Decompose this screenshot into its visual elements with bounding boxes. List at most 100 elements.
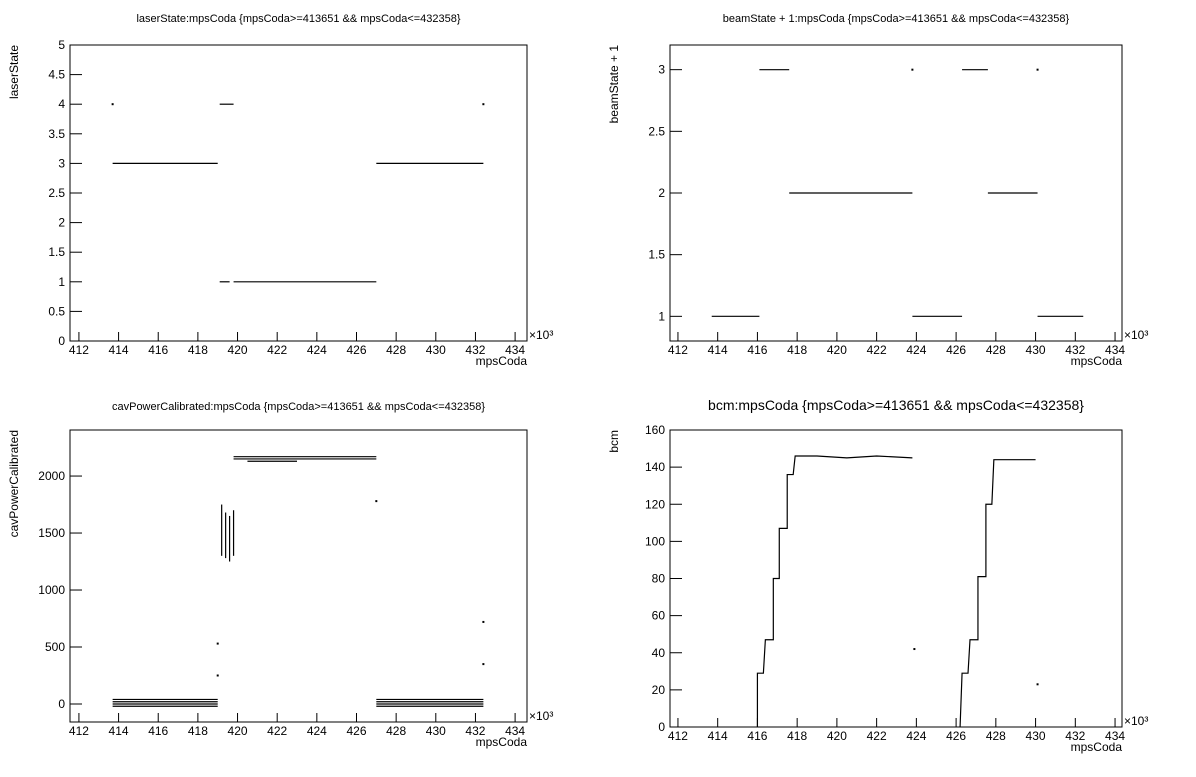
y-tick-label: 120 bbox=[645, 497, 665, 511]
y-tick-label: 2 bbox=[58, 216, 65, 230]
plot-frame bbox=[69, 44, 528, 342]
x-axis-label: mpsCoda bbox=[476, 735, 528, 749]
data-line bbox=[959, 459, 1036, 728]
data-point bbox=[911, 68, 914, 71]
data-point bbox=[1036, 683, 1039, 686]
y-tick-label: 40 bbox=[652, 646, 666, 660]
x-tick-label: 432 bbox=[465, 724, 485, 738]
data-point bbox=[111, 103, 114, 106]
x-tick-label: 416 bbox=[747, 343, 767, 357]
chart-title: cavPowerCalibrated:mpsCoda {mpsCoda>=413… bbox=[112, 401, 485, 413]
y-tick-label: 4 bbox=[58, 97, 65, 111]
y-tick-label: 140 bbox=[645, 460, 665, 474]
y-tick-label: 1500 bbox=[38, 526, 65, 540]
y-axis-label: beamState + 1 bbox=[607, 45, 621, 124]
data-point bbox=[216, 674, 219, 677]
x-tick-label: 412 bbox=[69, 724, 89, 738]
plot-frame bbox=[669, 429, 1123, 728]
x-tick-label: 422 bbox=[267, 343, 287, 357]
y-tick-label: 3.5 bbox=[48, 127, 65, 141]
x-tick-label: 422 bbox=[867, 729, 887, 743]
data-point bbox=[482, 620, 485, 623]
x-tick-label: 426 bbox=[346, 343, 366, 357]
y-tick-label: 2 bbox=[658, 186, 665, 200]
x-axis-label: mpsCoda bbox=[1071, 354, 1123, 368]
data-point bbox=[913, 648, 916, 651]
x-tick-label: 430 bbox=[1026, 729, 1046, 743]
y-tick-label: 0 bbox=[58, 334, 65, 348]
y-axis-label: laserState bbox=[7, 45, 21, 99]
y-tick-label: 1 bbox=[658, 309, 665, 323]
y-tick-label: 0.5 bbox=[48, 304, 65, 318]
x-tick-label: 422 bbox=[267, 724, 287, 738]
x-tick-label: 424 bbox=[906, 729, 926, 743]
x-tick-label: 412 bbox=[668, 343, 688, 357]
x-tick-label: 424 bbox=[307, 343, 327, 357]
x-tick-label: 434 bbox=[1105, 343, 1125, 357]
y-tick-label: 1000 bbox=[38, 583, 65, 597]
data-point bbox=[482, 103, 485, 106]
x-tick-label: 414 bbox=[109, 724, 129, 738]
x-tick-label: 428 bbox=[986, 343, 1006, 357]
y-tick-label: 80 bbox=[652, 572, 666, 586]
x-multiplier: ×10³ bbox=[529, 328, 553, 342]
x-tick-label: 426 bbox=[946, 729, 966, 743]
y-tick-label: 3 bbox=[58, 156, 65, 170]
x-tick-label: 428 bbox=[386, 343, 406, 357]
x-tick-label: 412 bbox=[69, 343, 89, 357]
x-tick-label: 434 bbox=[1105, 729, 1125, 743]
y-tick-label: 1.5 bbox=[48, 245, 65, 259]
x-tick-label: 416 bbox=[148, 724, 168, 738]
chart-title: laserState:mpsCoda {mpsCoda>=413651 && m… bbox=[136, 13, 460, 25]
data-line bbox=[756, 455, 913, 727]
x-tick-label: 418 bbox=[787, 729, 807, 743]
x-tick-label: 428 bbox=[986, 729, 1006, 743]
y-tick-label: 100 bbox=[645, 534, 665, 548]
y-tick-label: 2.5 bbox=[48, 186, 65, 200]
data-point bbox=[216, 642, 219, 645]
x-tick-label: 430 bbox=[426, 724, 446, 738]
x-tick-label: 418 bbox=[188, 343, 208, 357]
y-tick-label: 1.5 bbox=[648, 248, 665, 262]
y-tick-label: 160 bbox=[645, 423, 665, 437]
x-tick-label: 420 bbox=[827, 729, 847, 743]
x-tick-label: 420 bbox=[827, 343, 847, 357]
x-tick-label: 432 bbox=[1065, 729, 1085, 743]
y-tick-label: 0 bbox=[58, 697, 65, 711]
data-point bbox=[375, 500, 378, 503]
x-tick-label: 422 bbox=[867, 343, 887, 357]
x-multiplier: ×10³ bbox=[1124, 714, 1148, 728]
x-tick-label: 418 bbox=[787, 343, 807, 357]
x-tick-label: 430 bbox=[426, 343, 446, 357]
x-tick-label: 414 bbox=[109, 343, 129, 357]
x-tick-label: 416 bbox=[747, 729, 767, 743]
x-multiplier: ×10³ bbox=[1124, 328, 1148, 342]
x-tick-label: 432 bbox=[465, 343, 485, 357]
y-tick-label: 500 bbox=[45, 640, 65, 654]
x-axis-label: mpsCoda bbox=[476, 354, 528, 368]
chart-title: beamState + 1:mpsCoda {mpsCoda>=413651 &… bbox=[723, 13, 1070, 25]
x-tick-label: 416 bbox=[148, 343, 168, 357]
y-tick-label: 60 bbox=[652, 609, 666, 623]
x-tick-label: 412 bbox=[668, 729, 688, 743]
x-multiplier: ×10³ bbox=[529, 709, 553, 723]
y-tick-label: 2.5 bbox=[648, 124, 665, 138]
y-tick-label: 2000 bbox=[38, 469, 65, 483]
chart-title: bcm:mpsCoda {mpsCoda>=413651 && mpsCoda<… bbox=[708, 397, 1084, 413]
y-tick-label: 5 bbox=[58, 38, 65, 52]
x-tick-label: 418 bbox=[188, 724, 208, 738]
y-tick-label: 0 bbox=[658, 720, 665, 734]
y-axis-label: cavPowerCalibrated bbox=[7, 430, 21, 537]
x-tick-label: 428 bbox=[386, 724, 406, 738]
y-axis-label: bcm bbox=[607, 430, 621, 453]
x-tick-label: 414 bbox=[708, 729, 728, 743]
x-tick-label: 414 bbox=[708, 343, 728, 357]
x-tick-label: 424 bbox=[307, 724, 327, 738]
plot-frame bbox=[69, 429, 528, 723]
x-tick-label: 434 bbox=[505, 343, 525, 357]
x-tick-label: 432 bbox=[1065, 343, 1085, 357]
data-point bbox=[482, 663, 485, 666]
x-tick-label: 420 bbox=[228, 724, 248, 738]
x-tick-label: 424 bbox=[906, 343, 926, 357]
y-tick-label: 3 bbox=[658, 63, 665, 77]
